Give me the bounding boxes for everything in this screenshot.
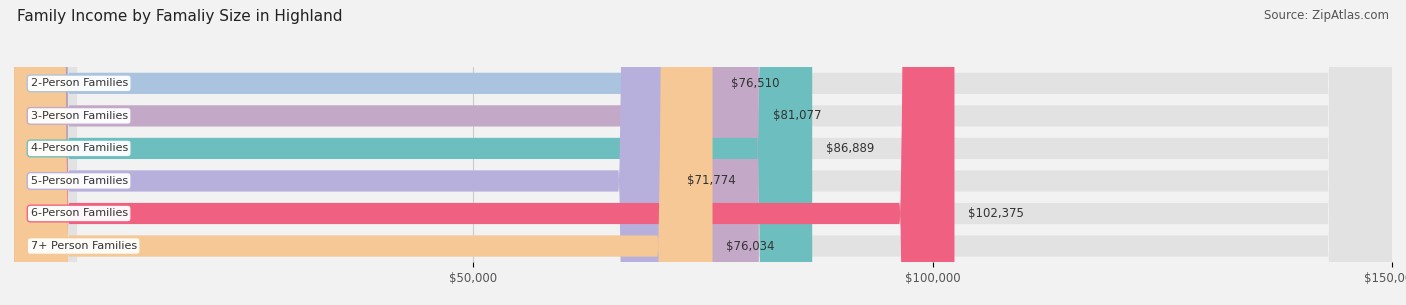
FancyBboxPatch shape bbox=[14, 0, 1392, 305]
FancyBboxPatch shape bbox=[14, 0, 713, 305]
FancyBboxPatch shape bbox=[14, 0, 955, 305]
Text: 2-Person Families: 2-Person Families bbox=[31, 78, 128, 88]
FancyBboxPatch shape bbox=[14, 0, 1392, 305]
Text: Family Income by Famaliy Size in Highland: Family Income by Famaliy Size in Highlan… bbox=[17, 9, 343, 24]
Text: 7+ Person Families: 7+ Person Families bbox=[31, 241, 136, 251]
Text: $76,510: $76,510 bbox=[731, 77, 779, 90]
Text: $102,375: $102,375 bbox=[969, 207, 1024, 220]
Text: $71,774: $71,774 bbox=[688, 174, 735, 188]
FancyBboxPatch shape bbox=[14, 0, 1392, 305]
FancyBboxPatch shape bbox=[14, 0, 1392, 305]
Text: 3-Person Families: 3-Person Families bbox=[31, 111, 128, 121]
Text: Source: ZipAtlas.com: Source: ZipAtlas.com bbox=[1264, 9, 1389, 22]
FancyBboxPatch shape bbox=[14, 0, 1392, 305]
FancyBboxPatch shape bbox=[14, 0, 1392, 305]
Text: $81,077: $81,077 bbox=[773, 109, 821, 122]
FancyBboxPatch shape bbox=[14, 0, 673, 305]
FancyBboxPatch shape bbox=[14, 0, 717, 305]
Text: $86,889: $86,889 bbox=[825, 142, 875, 155]
FancyBboxPatch shape bbox=[14, 0, 759, 305]
Text: 4-Person Families: 4-Person Families bbox=[31, 143, 128, 153]
FancyBboxPatch shape bbox=[14, 0, 813, 305]
Text: 5-Person Families: 5-Person Families bbox=[31, 176, 128, 186]
Text: $76,034: $76,034 bbox=[727, 239, 775, 253]
Text: 6-Person Families: 6-Person Families bbox=[31, 209, 128, 218]
